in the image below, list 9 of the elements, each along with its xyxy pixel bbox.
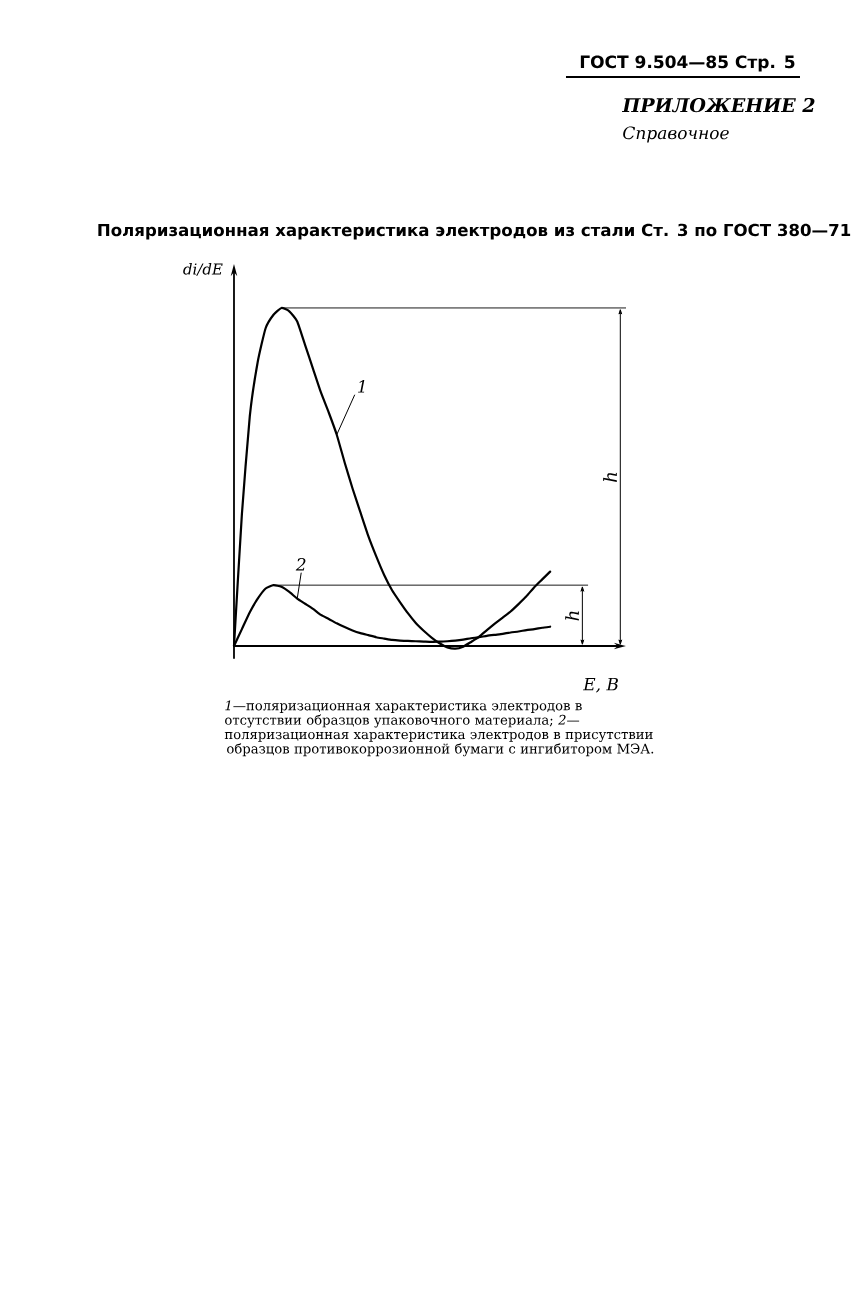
text: ПРИЛОЖЕНИЕ 2: [621, 97, 815, 113]
chart-title: Поляризационная характеристика электродов из стали Ст. 3 по ГОСТ 380—71: [98, 223, 851, 240]
text: ГОСТ 9.504—85 Стр. 5: [580, 55, 795, 72]
series-label: 2: [295, 557, 306, 571]
text: Справочное: [623, 126, 729, 143]
x-axis-title: E, В: [582, 677, 618, 693]
text: h: [603, 472, 617, 482]
text: 1: [358, 380, 365, 393]
text: h: [565, 611, 579, 621]
